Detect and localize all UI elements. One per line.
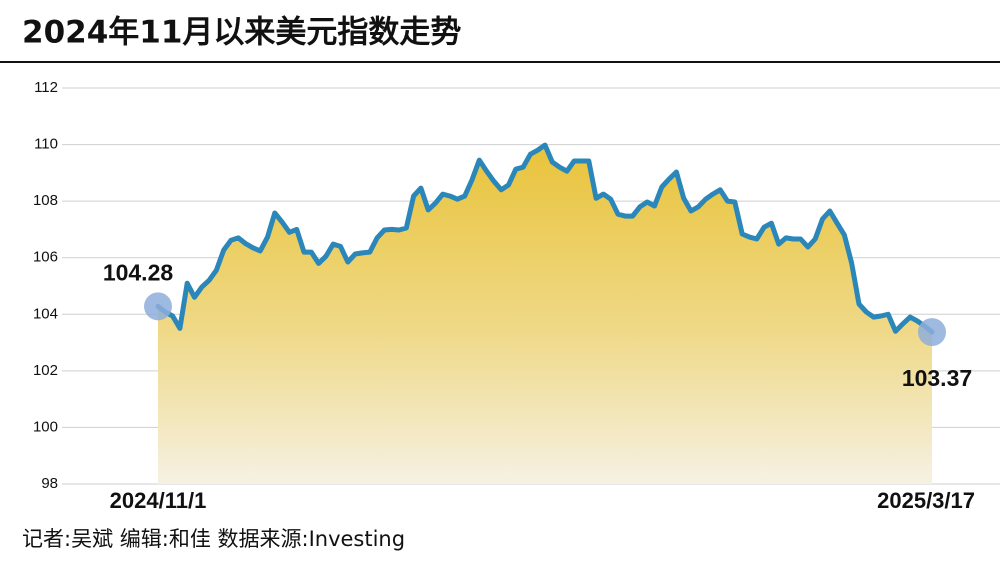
y-tick-label: 106 [33,249,58,266]
y-tick-label: 110 [34,136,58,153]
y-tick-label: 100 [33,418,58,435]
y-tick-label: 102 [33,362,58,379]
x-tick-label: 2024/11/1 [110,488,207,513]
value-label: 103.37 [902,365,972,391]
x-tick-label: 2025/3/17 [877,488,975,513]
line [155,142,935,335]
y-tick-label: 112 [34,79,58,96]
chart-title: 2024年11月以来美元指数走势 [22,15,461,51]
highlight-point [918,318,946,347]
y-tick-label: 108 [33,192,58,209]
value-label: 104.28 [103,259,174,285]
area [158,145,932,484]
y-tick-label: 104 [33,305,58,322]
highlight-point [144,292,172,321]
y-tick-label: 98 [41,475,58,492]
source: 记者:吴斌 编辑:和佳 数据来源:Investing [22,527,405,551]
